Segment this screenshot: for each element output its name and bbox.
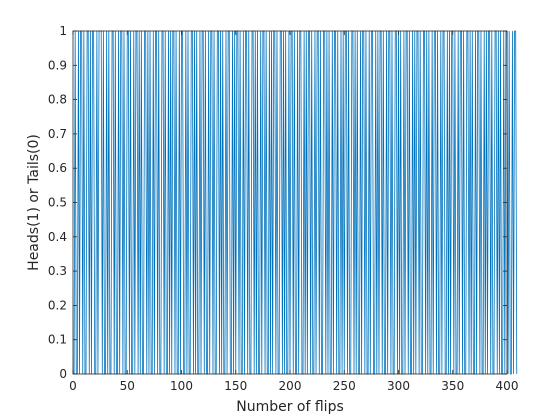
y-tick-label: 0.5	[48, 196, 67, 210]
x-tick-label: 300	[387, 379, 410, 393]
y-tick-label: 0.6	[48, 161, 67, 175]
y-tick-label: 0.9	[48, 58, 67, 72]
y-tick-label: 0.3	[48, 264, 67, 278]
x-tick-label: 250	[333, 379, 356, 393]
y-tick-label: 0.4	[48, 230, 67, 244]
x-tick-label: 400	[496, 379, 519, 393]
x-tick-label: 200	[279, 379, 302, 393]
x-tick-label: 150	[224, 379, 247, 393]
y-tick-label: 1	[59, 24, 67, 38]
y-tick-label: 0.8	[48, 93, 67, 107]
plot-box	[72, 30, 508, 375]
y-tick-label: 0.7	[48, 127, 67, 141]
y-tick-label: 0.1	[48, 333, 67, 347]
x-tick-label: 350	[441, 379, 464, 393]
y-axis-label: Heads(1) or Tails(0)	[26, 134, 42, 271]
x-tick-label: 100	[170, 379, 193, 393]
x-tick-label: 50	[120, 379, 135, 393]
y-tick-label: 0	[59, 367, 67, 381]
x-tick-label: 0	[69, 379, 77, 393]
ticks-layer: 0 50 100 150 200 250 300 350 400 0 0.1 0.2 0.3 0.4 0.5…	[48, 24, 519, 393]
x-axis-label: Number of flips	[236, 399, 344, 415]
y-tick-label: 0.2	[48, 298, 67, 312]
